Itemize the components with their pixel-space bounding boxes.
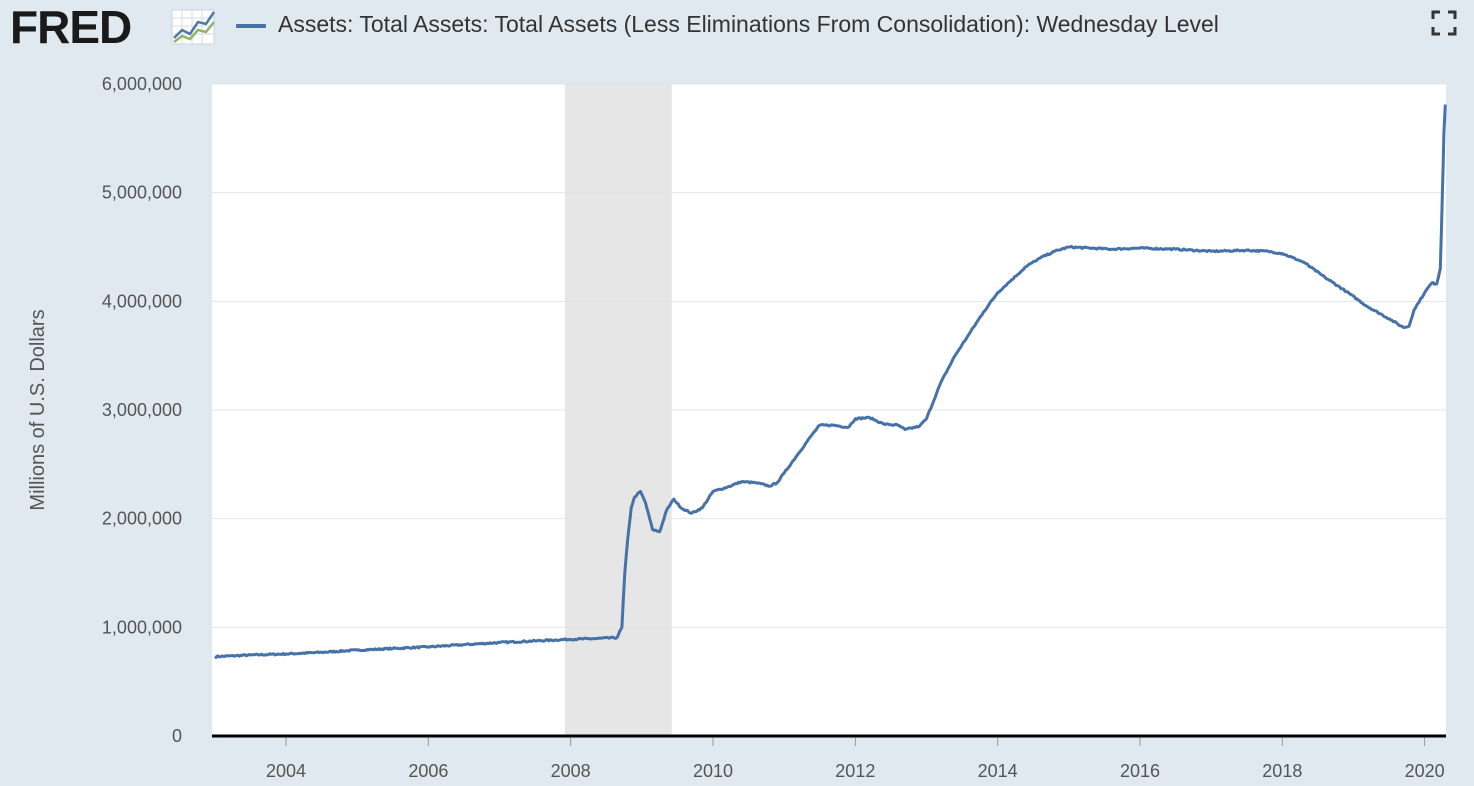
x-tick-label: 2016 — [1120, 761, 1160, 781]
y-tick-label: 3,000,000 — [102, 400, 182, 420]
x-tick-label: 2020 — [1405, 761, 1445, 781]
x-tick-label: 2008 — [551, 761, 591, 781]
fred-logo-text: FRED — [10, 1, 132, 53]
x-tick-label: 2014 — [978, 761, 1018, 781]
legend-label[interactable]: Assets: Total Assets: Total Assets (Less… — [278, 11, 1219, 37]
y-tick-label: 5,000,000 — [102, 183, 182, 203]
y-tick-label: 4,000,000 — [102, 291, 182, 311]
x-tick-label: 2012 — [835, 761, 875, 781]
chart-header: FRED Assets: Total Assets: Total Assets … — [0, 0, 1474, 56]
x-tick-label: 2018 — [1262, 761, 1302, 781]
y-tick-label: 1,000,000 — [102, 617, 182, 637]
series-line — [214, 104, 1447, 659]
y-axis-label: Millions of U.S. Dollars — [27, 309, 49, 510]
fred-logo[interactable]: FRED — [10, 1, 132, 53]
x-tick-label: 2010 — [693, 761, 733, 781]
x-tick-label: 2004 — [266, 761, 306, 781]
y-tick-label: 2,000,000 — [102, 509, 182, 529]
fullscreen-icon[interactable] — [1431, 10, 1457, 36]
y-tick-label: 0 — [172, 726, 182, 746]
y-tick-label: 6,000,000 — [102, 74, 182, 94]
line-chart-icon — [171, 9, 216, 45]
legend-swatch — [236, 24, 266, 28]
x-tick-label: 2006 — [408, 761, 448, 781]
